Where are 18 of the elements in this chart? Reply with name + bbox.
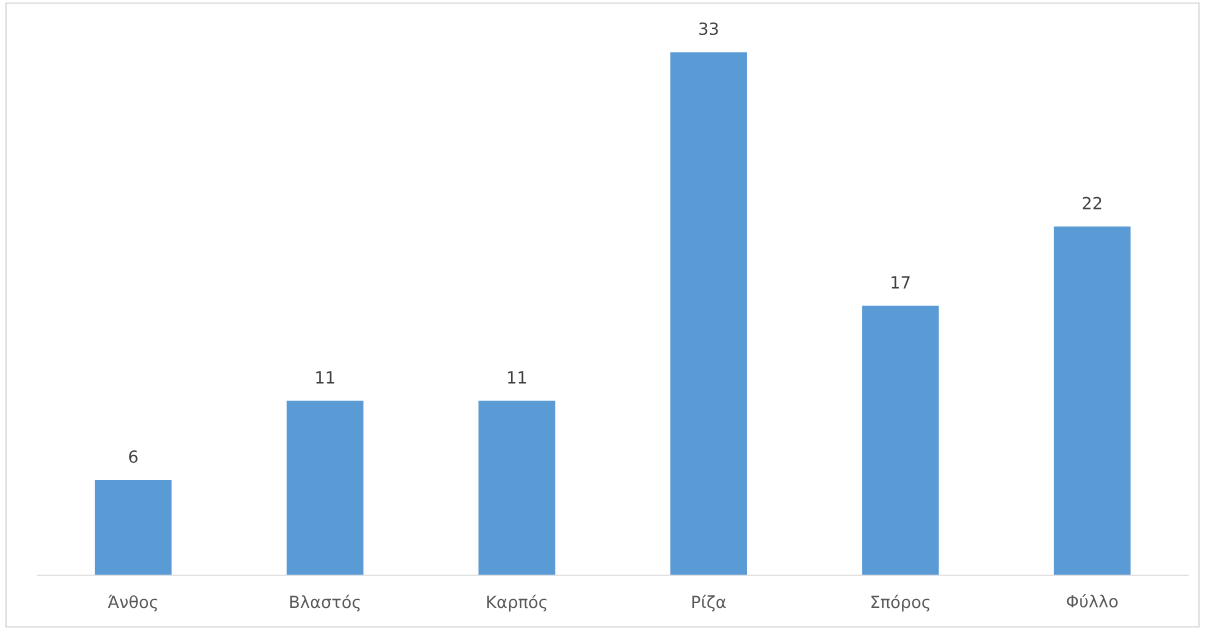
bar [1053,226,1131,576]
x-tick-label: Άνθος [107,594,158,612]
x-tick-label: Βλαστός [290,594,360,612]
bar [478,400,556,576]
bar [94,480,172,576]
data-label: 22 [1082,196,1102,210]
bar [862,305,939,576]
x-tick-label: Φύλλο [1066,593,1118,608]
bar [286,400,364,576]
data-label: 33 [699,22,718,36]
data-label: 11 [316,371,335,384]
x-tick-label: Σπόρος [871,594,930,612]
data-label: 17 [891,276,910,289]
x-tick-label: Καρπός [487,594,547,612]
bar [670,52,747,576]
data-label: 6 [129,450,138,463]
data-label: 11 [508,371,526,384]
x-tick-label: Ρίζα [692,594,726,612]
